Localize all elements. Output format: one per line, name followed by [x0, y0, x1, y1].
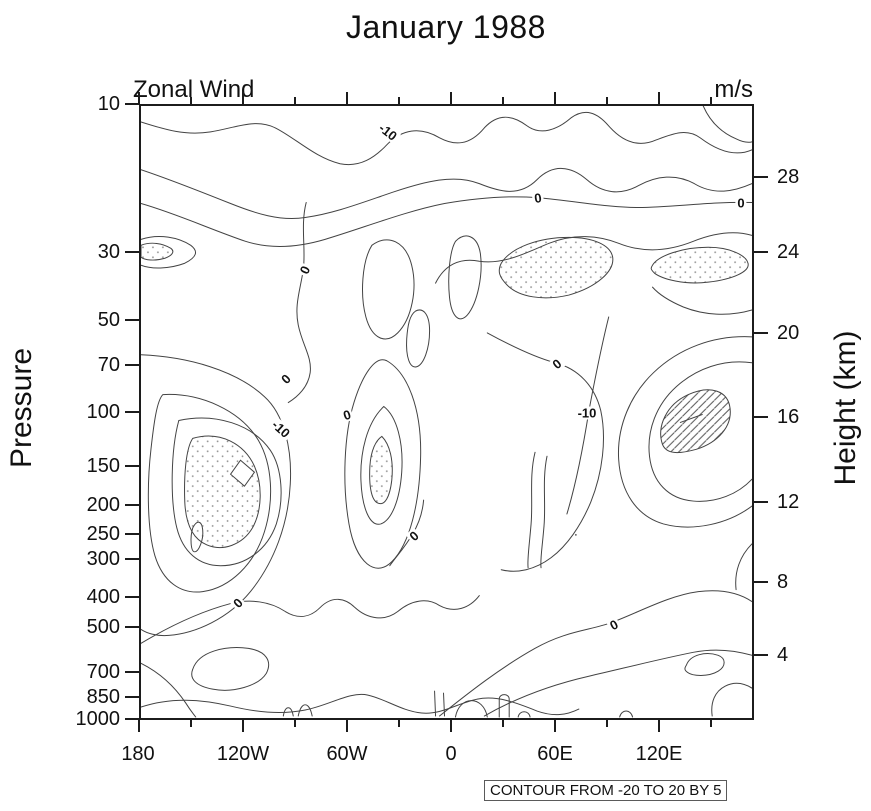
figure-title: January 1988	[346, 9, 546, 45]
longitude-tick-label: 60E	[537, 743, 573, 765]
longitude-tick-label: 120E	[635, 743, 683, 765]
longitude-minor-tick	[710, 719, 712, 727]
pressure-tick-label: 30	[97, 241, 120, 263]
longitude-minor-tick	[294, 97, 296, 104]
pressure-tick	[125, 251, 139, 253]
height-tick-label: 4	[777, 644, 789, 666]
stipple-regions	[141, 237, 749, 548]
height-tick	[753, 416, 768, 418]
pressure-tick-label: 500	[86, 616, 120, 638]
pressure-tick	[125, 696, 139, 698]
contour-line-label: 0	[735, 195, 747, 211]
field-label: Zonal Wind	[133, 76, 255, 103]
pressure-tick	[125, 364, 139, 366]
units-label: m/s	[714, 76, 753, 103]
longitude-tick-label: 120W	[216, 743, 270, 765]
pressure-tick-label: 200	[86, 494, 120, 516]
height-tick-label: 24	[777, 241, 800, 263]
height-tick	[753, 501, 768, 503]
longitude-minor-tick	[502, 719, 504, 727]
contour-range-note: CONTOUR FROM -20 TO 20 BY 5	[484, 780, 728, 801]
longitude-tick	[346, 719, 348, 732]
height-tick	[753, 176, 768, 178]
pressure-tick	[125, 533, 139, 535]
longitude-minor-tick	[190, 97, 192, 104]
pressure-tick	[125, 626, 139, 628]
contour-line-label: 0	[531, 190, 545, 206]
longitude-tick	[138, 719, 140, 732]
pressure-tick-label: 150	[86, 455, 120, 477]
longitude-minor-tick	[190, 719, 192, 727]
height-tick-label: 8	[777, 571, 789, 593]
pressure-tick	[125, 411, 139, 413]
pressure-tick-label: 10	[97, 93, 120, 115]
longitude-minor-tick	[294, 719, 296, 727]
height-tick	[753, 332, 768, 334]
height-tick-label: 28	[777, 166, 800, 188]
pressure-tick	[125, 103, 139, 105]
longitude-tick	[450, 719, 452, 732]
pressure-tick-label: 300	[86, 548, 120, 570]
contour-line-label: -10	[575, 405, 599, 421]
pressure-tick-label: 70	[97, 354, 120, 376]
pressure-tick	[125, 504, 139, 506]
contour-plot	[141, 106, 752, 718]
longitude-minor-tick	[606, 719, 608, 727]
longitude-tick	[346, 92, 348, 104]
pressure-tick	[125, 671, 139, 673]
pressure-tick	[125, 718, 139, 720]
pressure-tick-label: 100	[86, 401, 120, 423]
height-tick-label: 20	[777, 322, 800, 344]
height-tick-label: 12	[777, 491, 800, 513]
pressure-tick-label: 700	[86, 661, 120, 683]
longitude-tick	[554, 92, 556, 104]
pressure-tick-label: 250	[86, 523, 120, 545]
pressure-tick	[125, 465, 139, 467]
longitude-tick	[450, 92, 452, 104]
height-tick-label: 16	[777, 406, 800, 428]
longitude-tick	[242, 719, 244, 732]
pressure-tick	[125, 558, 139, 560]
height-tick	[753, 581, 768, 583]
longitude-tick-label: 0	[445, 743, 457, 765]
longitude-tick-label: 180	[121, 743, 155, 765]
height-tick	[753, 654, 768, 656]
plot-area: -10 0 0 0 0 0 -10 0 -10 0 0 0	[139, 104, 754, 720]
longitude-minor-tick	[398, 97, 400, 104]
pressure-tick-label: 850	[86, 686, 120, 708]
longitude-minor-tick	[502, 97, 504, 104]
longitude-tick-label: 60W	[326, 743, 368, 765]
longitude-tick	[554, 719, 556, 732]
pressure-tick-label: 400	[86, 586, 120, 608]
longitude-minor-tick	[606, 97, 608, 104]
longitude-tick	[658, 92, 660, 104]
longitude-tick	[658, 719, 660, 732]
pressure-tick-label: 1000	[75, 708, 121, 730]
longitude-tick	[138, 92, 140, 104]
longitude-tick	[242, 92, 244, 104]
pressure-tick	[125, 319, 139, 321]
pressure-tick	[125, 596, 139, 598]
longitude-minor-tick	[710, 97, 712, 104]
pressure-tick-label: 50	[97, 309, 120, 331]
pressure-axis-title: Pressure	[5, 347, 38, 469]
contour-lines	[141, 106, 752, 718]
hatch-region	[660, 389, 731, 453]
longitude-minor-tick	[398, 719, 400, 727]
height-tick	[753, 251, 768, 253]
